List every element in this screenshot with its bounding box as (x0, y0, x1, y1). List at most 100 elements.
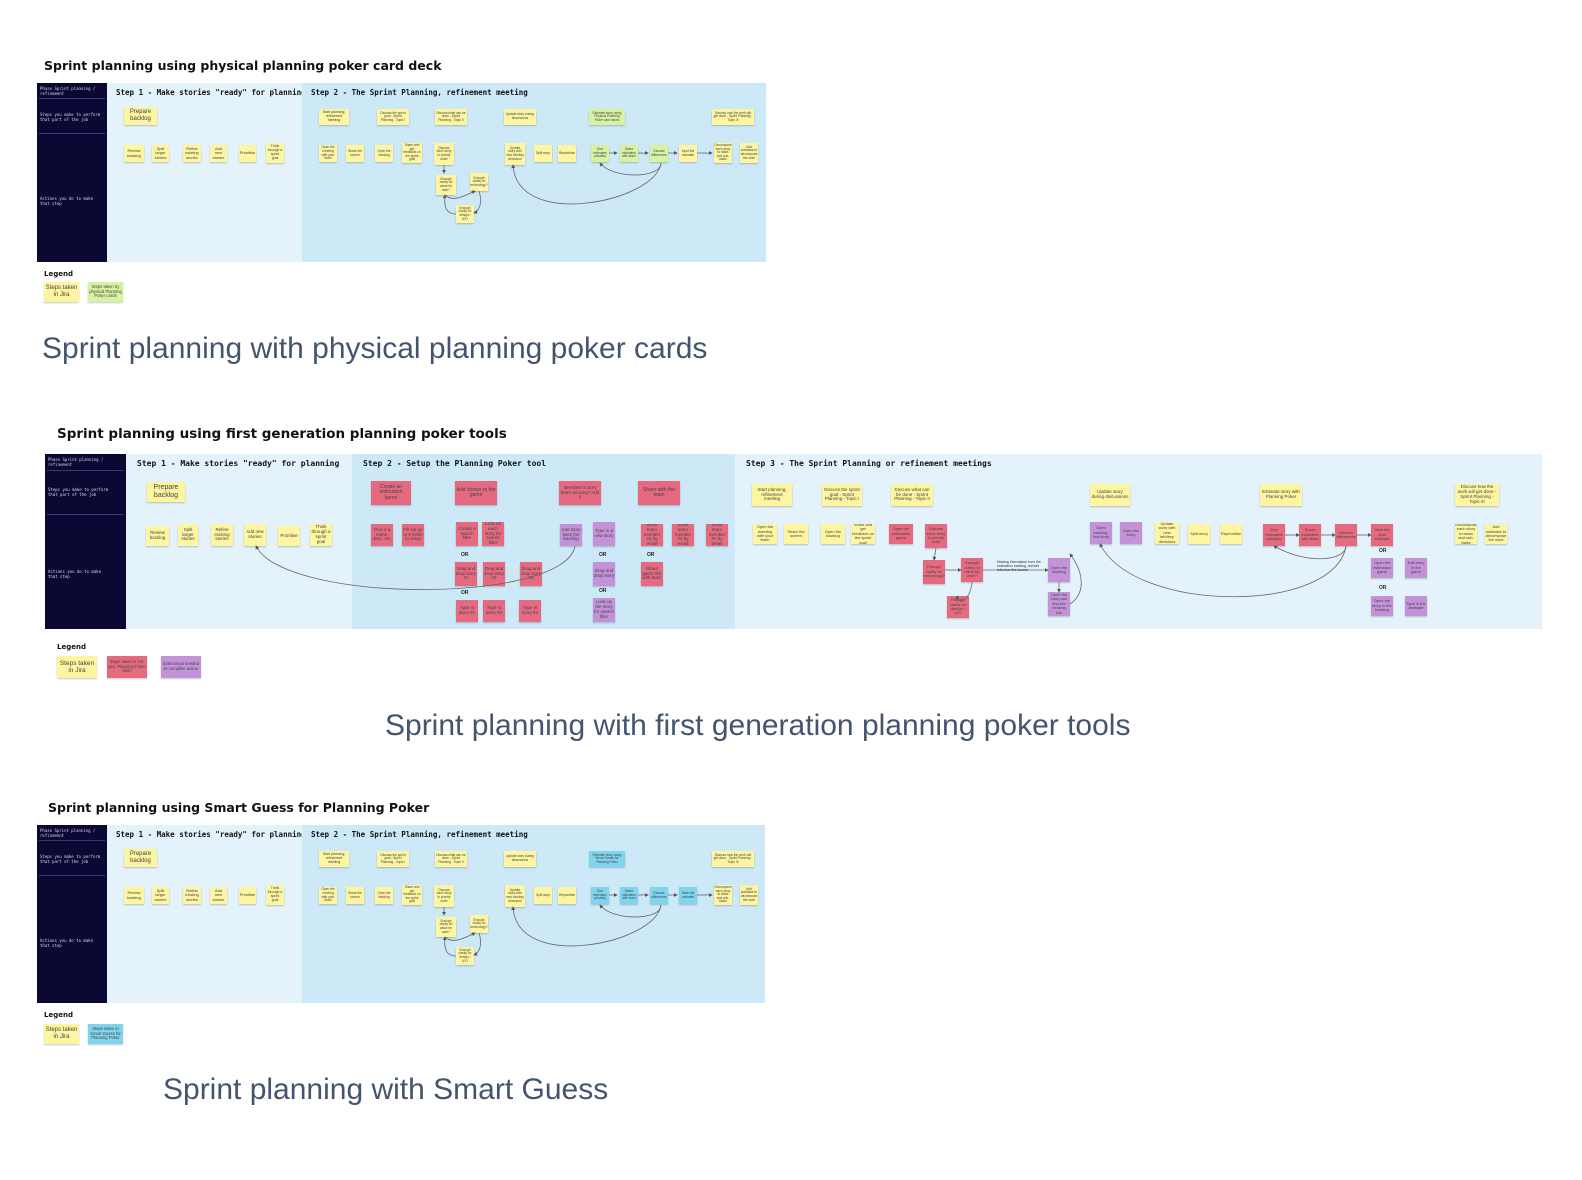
phase-divider (47, 470, 124, 471)
board-title: Sprint planning using first generation p… (57, 426, 507, 442)
sticky-note: Open the story and find the missing info (1048, 592, 1070, 616)
or-label: OR (599, 552, 607, 558)
sticky-note: Review backlog (124, 145, 144, 162)
legend-title: Legend (44, 270, 73, 278)
phase-label: Phase Sprint planning / refinement (48, 457, 104, 467)
sticky-note: Estimate story with Planning Poker (1260, 484, 1302, 506)
sticky-note: Add new stories (210, 145, 227, 162)
sticky-note: Prepare backlog (124, 849, 157, 867)
board-smart-guess: Phase Sprint planning / refinement Steps… (37, 825, 765, 1003)
sticky-note: Enough clarity on design / UX? (947, 596, 969, 618)
sticky-note: Open the meeting with your team (319, 145, 337, 162)
sticky-note: Prioritise (239, 887, 256, 904)
sticky-note: Discuss the sprint goal - Sprint Plannin… (377, 109, 409, 125)
sticky-note: Share estimates with team (1299, 524, 1321, 546)
sticky-note: Enough clarity on technology? (470, 173, 488, 191)
sticky-note: Share the screen (784, 524, 808, 544)
sticky-note: Reprioritise (558, 145, 576, 162)
sticky-note: Save the estimate (679, 887, 697, 904)
sticky-note: Open the backlog (375, 887, 393, 904)
legend-jira-swatch: Steps taken in Jira (44, 1024, 79, 1044)
sticky-note: Discuss what can be done - Sprint Planni… (891, 484, 933, 506)
step-1-header: Step 1 - Make stories "ready" for planni… (116, 830, 306, 839)
caption: Sprint planning with Smart Guess (163, 1073, 609, 1106)
sticky-note: Invite team member #1 by email (641, 524, 663, 546)
sticky-note: Enough clarity on value for user? (961, 558, 983, 582)
sticky-note: Split larger stories (152, 145, 169, 162)
step-3-header: Step 3 - The Sprint Planning or refineme… (746, 459, 992, 468)
sticky-note: Discuss each story in priority order (434, 143, 454, 165)
sticky-note: Give estimates privately (591, 145, 609, 162)
sticky-note: Open the meeting with your team (319, 887, 337, 904)
sticky-note: Identified a story that's missing? Add i… (559, 481, 601, 505)
sticky-note: Discuss how the work will get done - Spr… (712, 109, 754, 125)
sticky-note: Drag and drop story (593, 562, 615, 586)
sticky-note: Share with the team (638, 481, 680, 505)
sticky-note: Prepare backlog (147, 482, 185, 502)
sticky-note: Split story (1188, 524, 1210, 544)
legend-smart-swatch: Steps taken in Smart Guess for Planning … (88, 1024, 123, 1044)
sticky-note: Enough clarity on value for user? (436, 175, 456, 195)
sticky-note: Estimate story using Physical Planning P… (589, 109, 625, 125)
board-title: Sprint planning using physical planning … (44, 58, 442, 73)
sticky-note: Decompose each story to tasks and sub-ta… (714, 143, 732, 163)
or-label: OR (461, 552, 469, 558)
sticky-note: Share estimates with team (620, 145, 638, 162)
sticky-note: Discuss what can be done - Sprint Planni… (435, 851, 467, 867)
phase-divider (39, 840, 105, 841)
sticky-note: Enough clarity on technology? (470, 915, 488, 933)
or-label: OR (1379, 548, 1387, 554)
phase-column: Phase Sprint planning / refinement Steps… (37, 83, 107, 262)
sticky-note: Open the story (1120, 522, 1142, 544)
sticky-note: Discuss differences (650, 887, 668, 904)
sticky-note: Type in story #2 (483, 600, 505, 622)
board-physical-cards: Phase Sprint planning / refinement Steps… (37, 83, 766, 262)
sticky-note: Share and get feedback on the sprint goa… (402, 143, 422, 163)
step-2-header: Step 2 - The Sprint Planning, refinement… (311, 830, 528, 839)
legend-extra-swatch: Extra steps needed to complete action (161, 656, 201, 678)
caption: Sprint planning with first generation pl… (385, 709, 1131, 742)
sticky-note: Drag and drop story #3 (520, 562, 542, 586)
sticky-note: Review backlog (146, 526, 169, 546)
sticky-note: Share and get feedback on the sprint goa… (402, 885, 422, 905)
sticky-note: Create an estimation 'game' (371, 481, 411, 505)
sticky-note: Think through a sprint goal (266, 143, 284, 163)
sticky-note: Save the final estimate (1371, 524, 1393, 546)
sticky-note: Drag and drop story #2 (483, 562, 505, 586)
sticky-note: Enough clarity on design / UX? (456, 205, 474, 223)
legend-title: Legend (57, 643, 86, 651)
sticky-note: Add subtasks to decompose the work (1485, 524, 1507, 544)
sticky-note: Split larger stories (178, 524, 198, 546)
sticky-note: Open the estimation game (1371, 558, 1393, 578)
sticky-note: Refine existing stories (183, 145, 201, 162)
sticky-note: Start planning, refinement meeting (319, 851, 349, 867)
sticky-note: Type in story #1 (456, 600, 478, 622)
sticky-note: Start planning, refinement meeting (319, 109, 349, 125)
sticky-note: Update story with new info/key decisions (505, 143, 525, 165)
sticky-note: Discuss the sprint goal - Sprint Plannin… (822, 484, 862, 506)
sticky-note: Split larger stories (152, 887, 169, 904)
sticky-note: Review backlog (124, 887, 144, 904)
steps-label: Steps you make to perform that part of t… (48, 487, 109, 497)
sticky-note: Enough clarity on technology? (923, 560, 945, 584)
sticky-note: Discuss the sprint goal - Sprint Plannin… (377, 851, 409, 867)
legend-tool-swatch: Steps taken in 1st. gen. Planning Poker … (107, 656, 147, 678)
sticky-note: Enough clarity on value for user? (436, 917, 456, 937)
legend-physical-swatch: Steps taken by physical Planning Poker c… (88, 282, 123, 302)
sticky-note: Create a search filter (456, 522, 478, 546)
sticky-note: Open backlog, find story (1090, 522, 1112, 544)
annotation-text: Missing information from the estimation … (997, 560, 1041, 572)
sticky-note: Give estimates privately (1263, 524, 1285, 546)
or-label: OR (599, 588, 607, 594)
steps-label: Steps you make to perform that part of t… (40, 854, 101, 864)
or-label: OR (647, 552, 655, 558)
sticky-note: Add subtasks to decompose the work (740, 143, 758, 163)
sticky-note: Type in a new story (593, 522, 615, 546)
sticky-note: Discuss differences (1335, 524, 1357, 546)
sticky-note: Update story during discussions (1090, 484, 1130, 506)
sticky-note: Invite team member #n by email (706, 524, 728, 546)
or-label: OR (1379, 585, 1387, 591)
sticky-note: Fill out up to 8 fields to setup (402, 524, 424, 546)
actions-label: Actions you do to make that step (40, 938, 93, 948)
sticky-note: Refine existing stories (211, 524, 233, 546)
